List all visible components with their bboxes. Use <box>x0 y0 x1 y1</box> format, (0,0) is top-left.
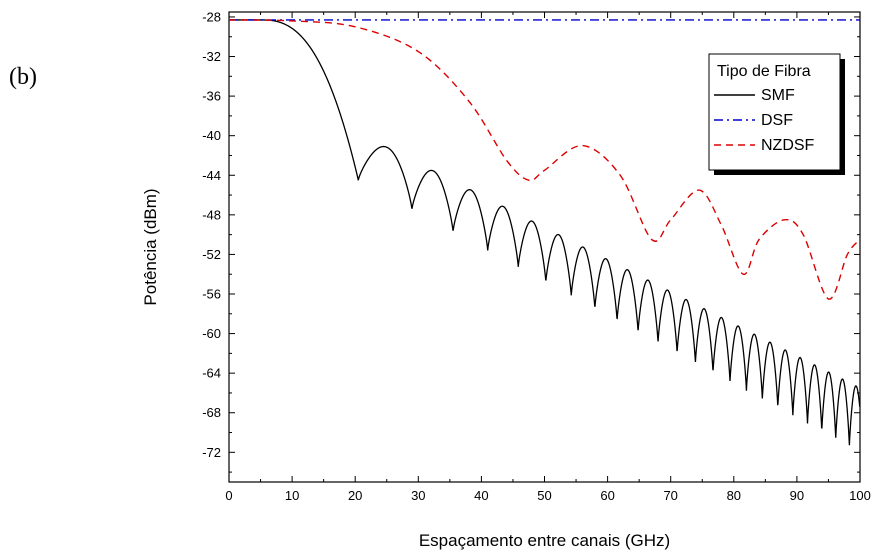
y-tick-label: -40 <box>202 128 221 143</box>
x-tick-label: 50 <box>537 488 551 503</box>
x-tick-label: 40 <box>474 488 488 503</box>
legend-label-nzdsf: NZDSF <box>761 137 815 154</box>
y-tick-label: -32 <box>202 49 221 64</box>
y-axis-ticks: -28 -32 -36 -40 -44 -48 -52 -56 -60 -64 -68 -72 <box>202 9 860 473</box>
x-tick-label: 10 <box>285 488 299 503</box>
x-tick-label: 100 <box>849 488 871 503</box>
legend-title: Tipo de Fibra <box>717 63 811 80</box>
x-tick-label: 30 <box>411 488 425 503</box>
x-axis-title: Espaçamento entre canais (GHz) <box>419 531 670 550</box>
y-tick-label: -68 <box>202 405 221 420</box>
series-layer <box>228 19 861 446</box>
y-tick-label: -52 <box>202 247 221 262</box>
y-tick-label: -36 <box>202 89 221 104</box>
y-tick-label: -48 <box>202 207 221 222</box>
legend-label-smf: SMF <box>761 87 795 104</box>
panel-label: (b) <box>9 64 37 90</box>
x-tick-label: 80 <box>727 488 741 503</box>
y-axis-title: Potência (dBm) <box>141 188 160 305</box>
y-tick-label: -64 <box>202 366 221 381</box>
legend-label-dsf: DSF <box>761 112 793 129</box>
y-tick-label: -28 <box>202 9 221 24</box>
x-tick-label: 90 <box>790 488 804 503</box>
x-tick-label: 70 <box>663 488 677 503</box>
y-tick-label: -44 <box>202 168 221 183</box>
y-tick-label: -60 <box>202 326 221 341</box>
x-tick-label: 20 <box>348 488 362 503</box>
x-tick-label: 0 <box>225 488 232 503</box>
legend-box <box>708 53 841 171</box>
y-tick-label: -56 <box>202 287 221 302</box>
series-line-smf <box>229 19 861 446</box>
y-tick-label: -72 <box>202 445 221 460</box>
x-tick-label: 60 <box>600 488 614 503</box>
series-line-nzdsf <box>228 19 861 300</box>
legend: Tipo de Fibra SMF DSF NZDSF <box>708 53 845 175</box>
x-axis-ticks: 0 10 20 30 40 50 60 70 80 90 100 <box>225 12 871 503</box>
